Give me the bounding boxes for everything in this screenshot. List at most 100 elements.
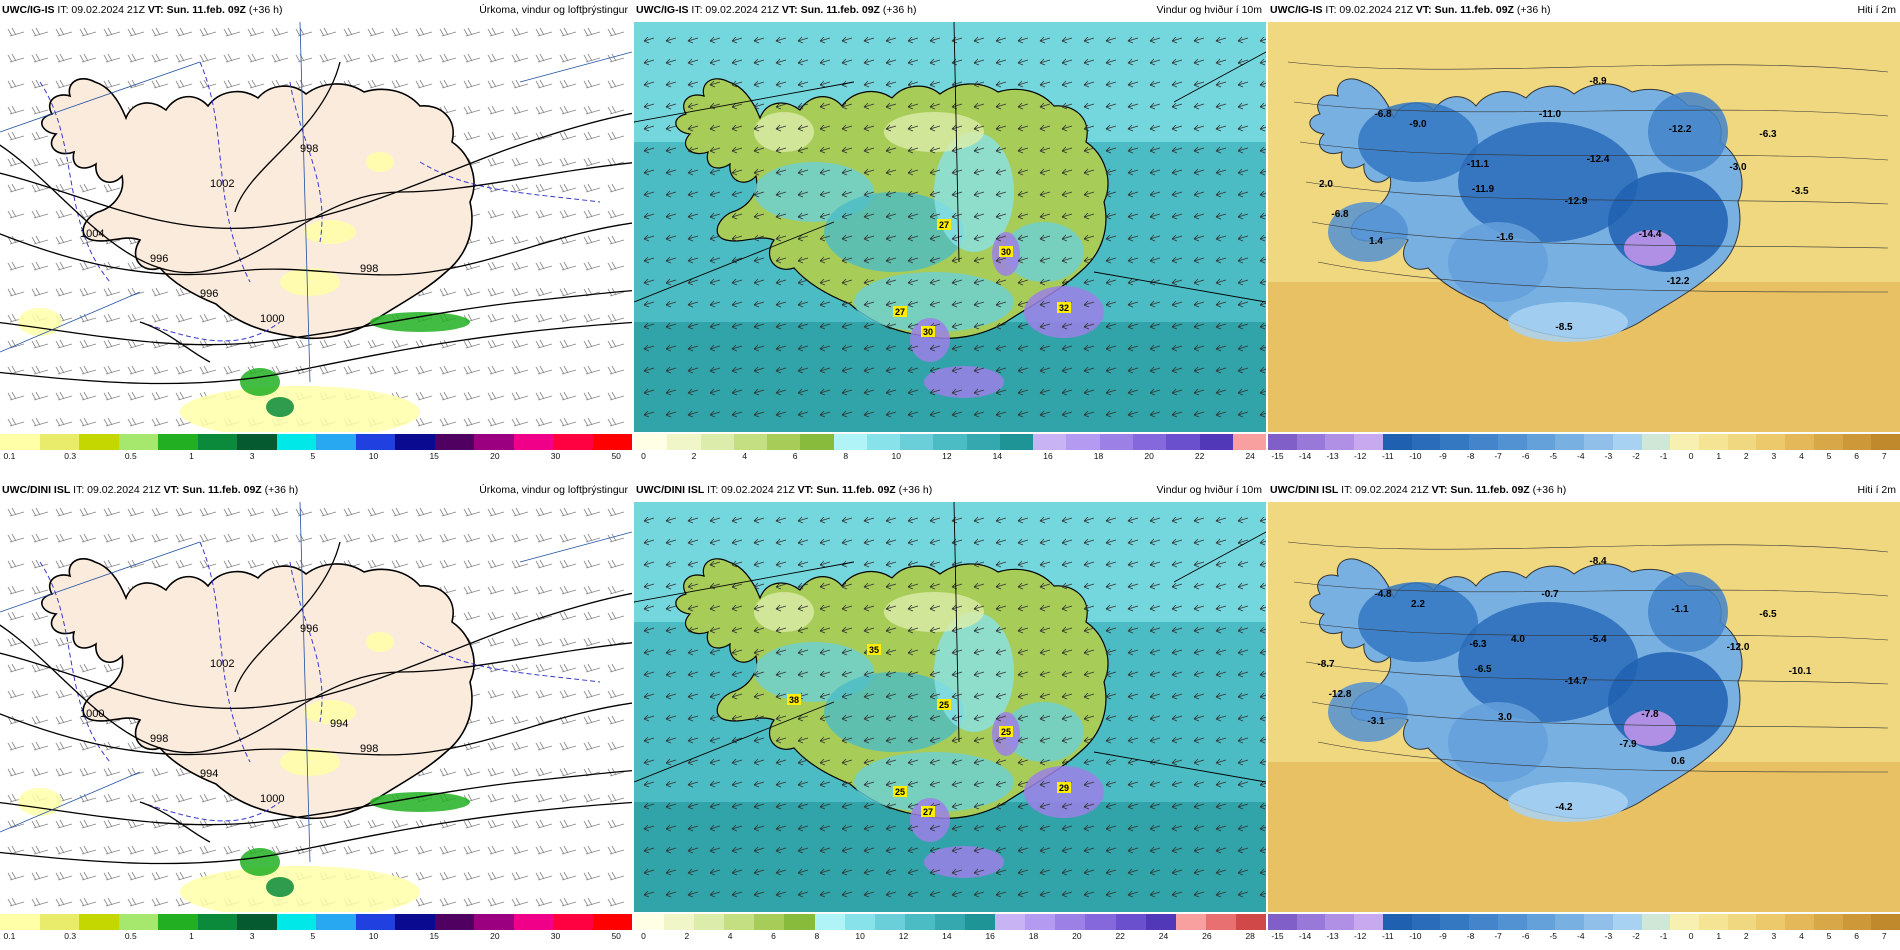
- temperature-label: -14.7: [1565, 676, 1588, 687]
- legend-swatch: [874, 914, 905, 930]
- temperature-label: -12.8: [1329, 689, 1352, 700]
- legend-swatch: [1268, 914, 1297, 930]
- legend-swatch: [1526, 434, 1556, 450]
- legend-tick-label: 14: [942, 931, 952, 941]
- gust-area: [910, 798, 950, 842]
- legend-tick-label: 2: [1743, 931, 1749, 941]
- precip-area: [366, 632, 394, 652]
- legend-swatch: [1670, 914, 1700, 930]
- isobar-label: 998: [150, 733, 168, 745]
- gust-label: 25: [1001, 727, 1011, 737]
- temperature-label: -12.9: [1565, 196, 1588, 207]
- legend-swatch: [1612, 914, 1642, 930]
- temperature-area: [1508, 782, 1628, 822]
- legend-tick-label: 4: [727, 931, 733, 941]
- panel-precip-0: UWC/IG-IS IT: 09.02.2024 21Z VT: Sun. 11…: [0, 0, 632, 461]
- legend-swatch: [694, 914, 725, 930]
- temperature-label: -7.8: [1641, 709, 1659, 720]
- legend-swatch: [1469, 434, 1498, 450]
- legend-tick-label: -10: [1409, 931, 1422, 941]
- legend-swatch: [664, 914, 695, 930]
- legend-tick-label: -14: [1298, 451, 1312, 461]
- legend-swatch: [1033, 434, 1067, 450]
- precip-area: [366, 152, 394, 172]
- legend-tick-label: 0.5: [124, 451, 137, 461]
- legend-tick-label: -12: [1354, 451, 1367, 461]
- legend-tick-label: 6: [771, 931, 776, 941]
- legend-tick-label: 6: [792, 451, 798, 461]
- legend-swatch: [355, 434, 395, 450]
- panel-title: Úrkoma, vindur og loftþrýstingur: [479, 4, 628, 16]
- temperature-label: 3.0: [1498, 712, 1512, 723]
- valid-time: Sun. 11.feb. 09Z: [166, 4, 246, 16]
- legend-tick-label: -4: [1577, 931, 1585, 941]
- legend-tick-label: 16: [985, 931, 995, 941]
- legend-tick-label: -12: [1354, 931, 1367, 941]
- temperature-label: -7.9: [1619, 739, 1637, 750]
- legend-swatch: [1699, 914, 1728, 930]
- gust-area: [910, 318, 950, 362]
- legend-swatch: [1166, 434, 1200, 450]
- legend-tick-label: -13: [1326, 931, 1339, 941]
- legend-tick-label: 24: [1158, 931, 1169, 941]
- isobar-label: 998: [360, 263, 378, 275]
- precip-area: [18, 788, 62, 816]
- legend-swatch: [844, 914, 875, 930]
- isobar-label: 996: [200, 288, 218, 300]
- gust-area: [924, 846, 1004, 878]
- legend-tick-label: 15: [429, 451, 439, 461]
- gust-label-box: [921, 806, 935, 817]
- legend-swatch: [1813, 914, 1843, 930]
- legend-tick-label: 0: [1688, 931, 1694, 941]
- legend-swatch: [866, 434, 901, 450]
- legend-swatch: [1584, 434, 1613, 450]
- legend-swatch: [39, 434, 79, 450]
- gust-label: 27: [939, 220, 949, 230]
- legend-tick-label: 0: [641, 931, 646, 941]
- legend-swatch: [1440, 914, 1470, 930]
- boundary-lines: [634, 22, 1266, 303]
- valid-time: Sun. 11.feb. 09Z: [1450, 484, 1530, 496]
- temperature-area: [1328, 682, 1408, 742]
- legend-swatch: [1205, 914, 1236, 930]
- temperature-label: -6.5: [1474, 664, 1492, 675]
- legend-tick-label: -3: [1604, 451, 1613, 461]
- wind-speed-area: [934, 132, 1014, 252]
- legend-tick-label: -5: [1549, 931, 1558, 941]
- panel-title: Úrkoma, vindur og loftþrýstingur: [479, 484, 628, 496]
- legend-tick-label: 2: [1743, 451, 1749, 461]
- temperature-area: [1358, 102, 1478, 182]
- gust-label-box: [867, 644, 881, 655]
- legend-swatch: [724, 914, 755, 930]
- legend-swatch: [1526, 914, 1556, 930]
- valid-time-label: VT:: [797, 484, 814, 496]
- legend-swatch: [1411, 434, 1441, 450]
- gust-label: 32: [1059, 303, 1069, 313]
- legend-swatch: [237, 434, 277, 450]
- legend-tick-label: -7: [1494, 451, 1502, 461]
- temperature-label: -4.8: [1374, 589, 1392, 600]
- precip-area: [370, 792, 470, 812]
- legend-swatch: [79, 914, 119, 930]
- legend-swatch: [1354, 914, 1383, 930]
- legend-tick-label: 2: [691, 451, 697, 461]
- gust-label-box: [1057, 782, 1071, 793]
- model-name: UWC/IG-IS: [636, 4, 689, 16]
- geographic-gridlines: [0, 22, 632, 383]
- legend-swatch: [1871, 434, 1900, 450]
- temperature-label: -8.7: [1317, 659, 1335, 670]
- legend-swatch: [355, 914, 395, 930]
- legend-swatch: [1325, 434, 1355, 450]
- gust-label: 38: [789, 695, 799, 705]
- isobar-label: 998: [300, 143, 318, 155]
- legend-swatch: [900, 434, 934, 450]
- legend-tick-label: 0: [1688, 451, 1694, 461]
- map-area: -8.4 -4.8 2.2 -0.7 -1.1 -6.5 -6.3 -5.4 -12.0 -8.7…: [1268, 502, 1900, 912]
- map-svg: 27 30 32 27 30: [634, 22, 1266, 432]
- legend-tick-label: -9: [1439, 931, 1447, 941]
- legend-swatch: [1727, 434, 1757, 450]
- legend-swatch: [1699, 434, 1728, 450]
- panel-header-left: UWC/IG-IS IT: 09.02.2024 21Z VT: Sun. 11…: [2, 0, 282, 20]
- model-name: UWC/DINI ISL: [2, 484, 71, 496]
- legend-swatch: [118, 434, 158, 450]
